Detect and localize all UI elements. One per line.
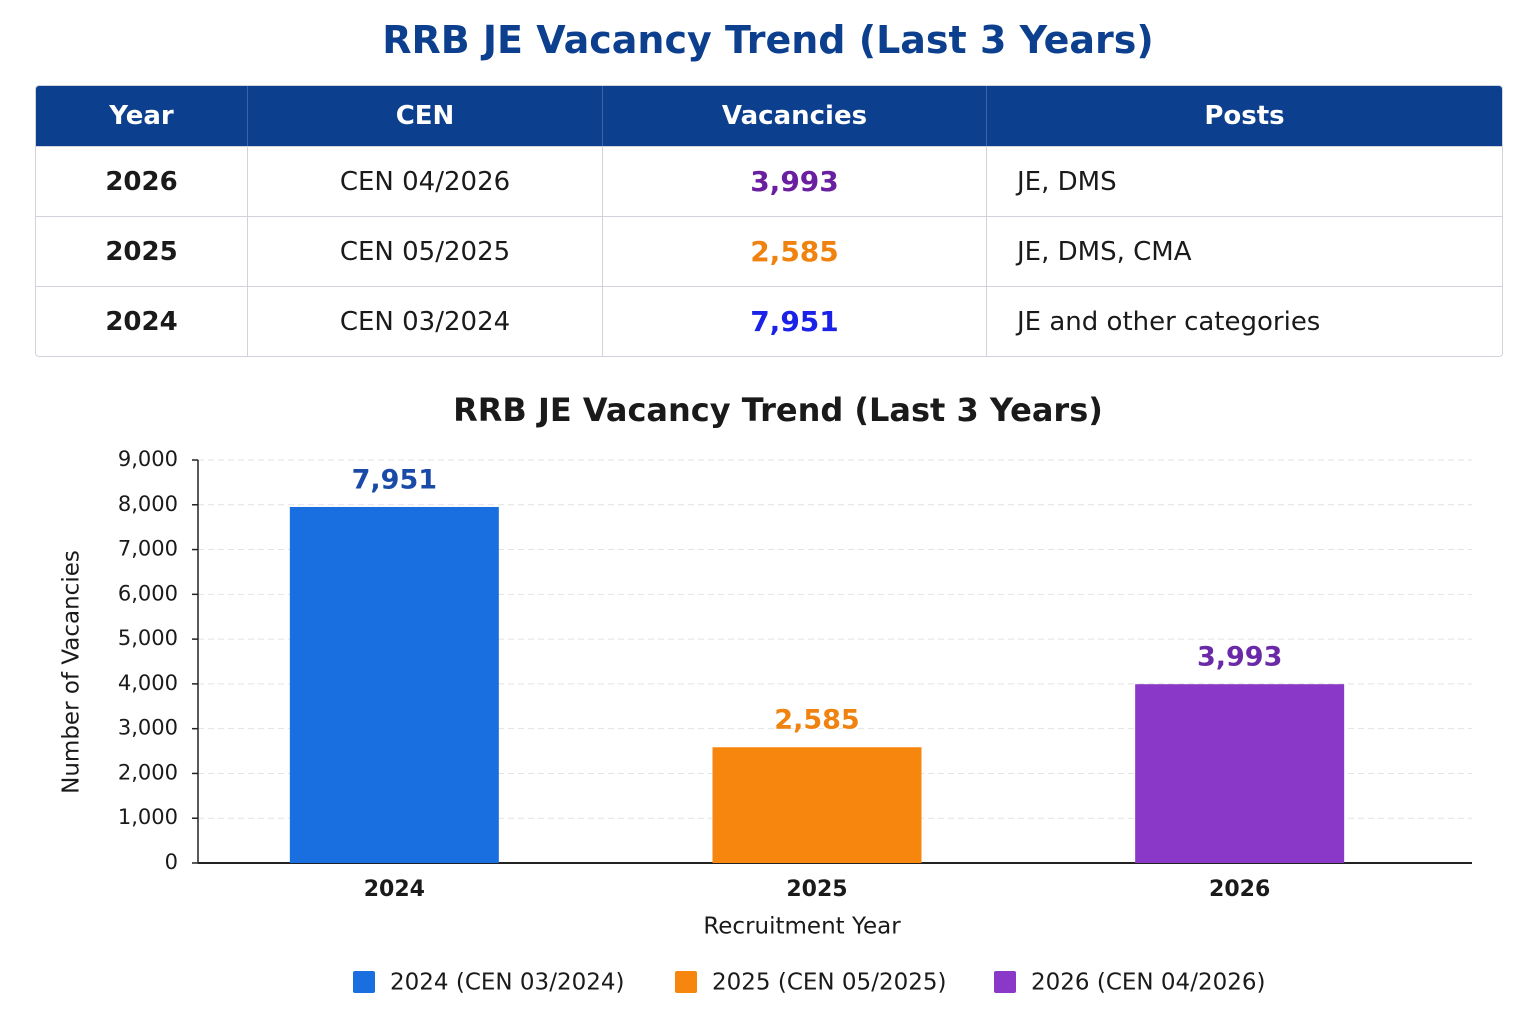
header-cell: Posts	[986, 86, 1502, 146]
legend-label: 2026 (CEN 04/2026)	[1031, 970, 1265, 996]
table-cell: 2,585	[602, 217, 986, 286]
table-row: 2026 CEN 04/2026 3,993 JE, DMS	[36, 146, 1502, 216]
header-cell: Year	[109, 101, 174, 131]
y-tick-label: 7,000	[118, 537, 178, 561]
bar	[1135, 684, 1345, 863]
x-tick-label: 2025	[786, 877, 847, 902]
y-tick-label: 6,000	[118, 581, 178, 605]
y-tick-label: 5,000	[118, 626, 178, 650]
y-tick-label: 0	[165, 850, 178, 874]
table-row: 2025 CEN 05/2025 2,585 JE, DMS, CMA	[36, 216, 1502, 286]
data-label: 2,585	[774, 705, 859, 736]
x-tick-label: 2024	[364, 877, 425, 902]
legend-swatch	[353, 971, 375, 993]
y-tick-label: 4,000	[118, 671, 178, 695]
chart-title: RRB JE Vacancy Trend (Last 3 Years)	[453, 391, 1103, 429]
y-axis-label: Number of Vacancies	[59, 550, 85, 794]
table-cell: 7,951	[602, 287, 986, 356]
data-label: 7,951	[352, 464, 437, 495]
x-axis-label: Recruitment Year	[703, 914, 901, 940]
table-cell: CEN 04/2026	[247, 147, 602, 216]
y-tick-label: 8,000	[118, 492, 178, 516]
table-cell: 2026	[105, 166, 178, 197]
header-cell: Vacancies	[602, 86, 986, 146]
table-cell: 3,993	[602, 147, 986, 216]
y-tick-label: 9,000	[118, 447, 178, 471]
legend-label: 2024 (CEN 03/2024)	[390, 970, 624, 996]
data-label: 3,993	[1197, 642, 1282, 673]
bar	[712, 747, 922, 863]
table-cell: JE, DMS, CMA	[986, 217, 1502, 286]
table: Year CEN Vacancies Posts 2026 CEN 04/2026…	[35, 85, 1503, 357]
y-tick-label: 3,000	[118, 716, 178, 740]
y-tick-label: 2,000	[118, 760, 178, 784]
table-cell: CEN 05/2025	[247, 217, 602, 286]
table-cell: JE and other categories	[986, 287, 1502, 356]
table-cell: JE, DMS	[986, 147, 1502, 216]
legend-swatch	[994, 971, 1016, 993]
x-tick-label: 2026	[1209, 877, 1270, 902]
table-cell: 2025	[105, 236, 178, 267]
table-cell: 2024	[105, 306, 178, 337]
bar	[289, 506, 499, 863]
table-row: 2024 CEN 03/2024 7,951 JE and other categor…	[36, 286, 1502, 356]
y-tick-label: 1,000	[118, 805, 178, 829]
chart: RRB JE Vacancy Trend (Last 3 Years) Numb…	[59, 391, 1472, 996]
table-cell: CEN 03/2024	[247, 287, 602, 356]
page-title: RRB JE Vacancy Trend (Last 3 Years)	[382, 18, 1154, 62]
header-cell: CEN	[247, 86, 602, 146]
legend-swatch	[675, 971, 697, 993]
legend-label: 2025 (CEN 05/2025)	[712, 970, 946, 996]
table-header: Year CEN Vacancies Posts	[36, 86, 1502, 146]
